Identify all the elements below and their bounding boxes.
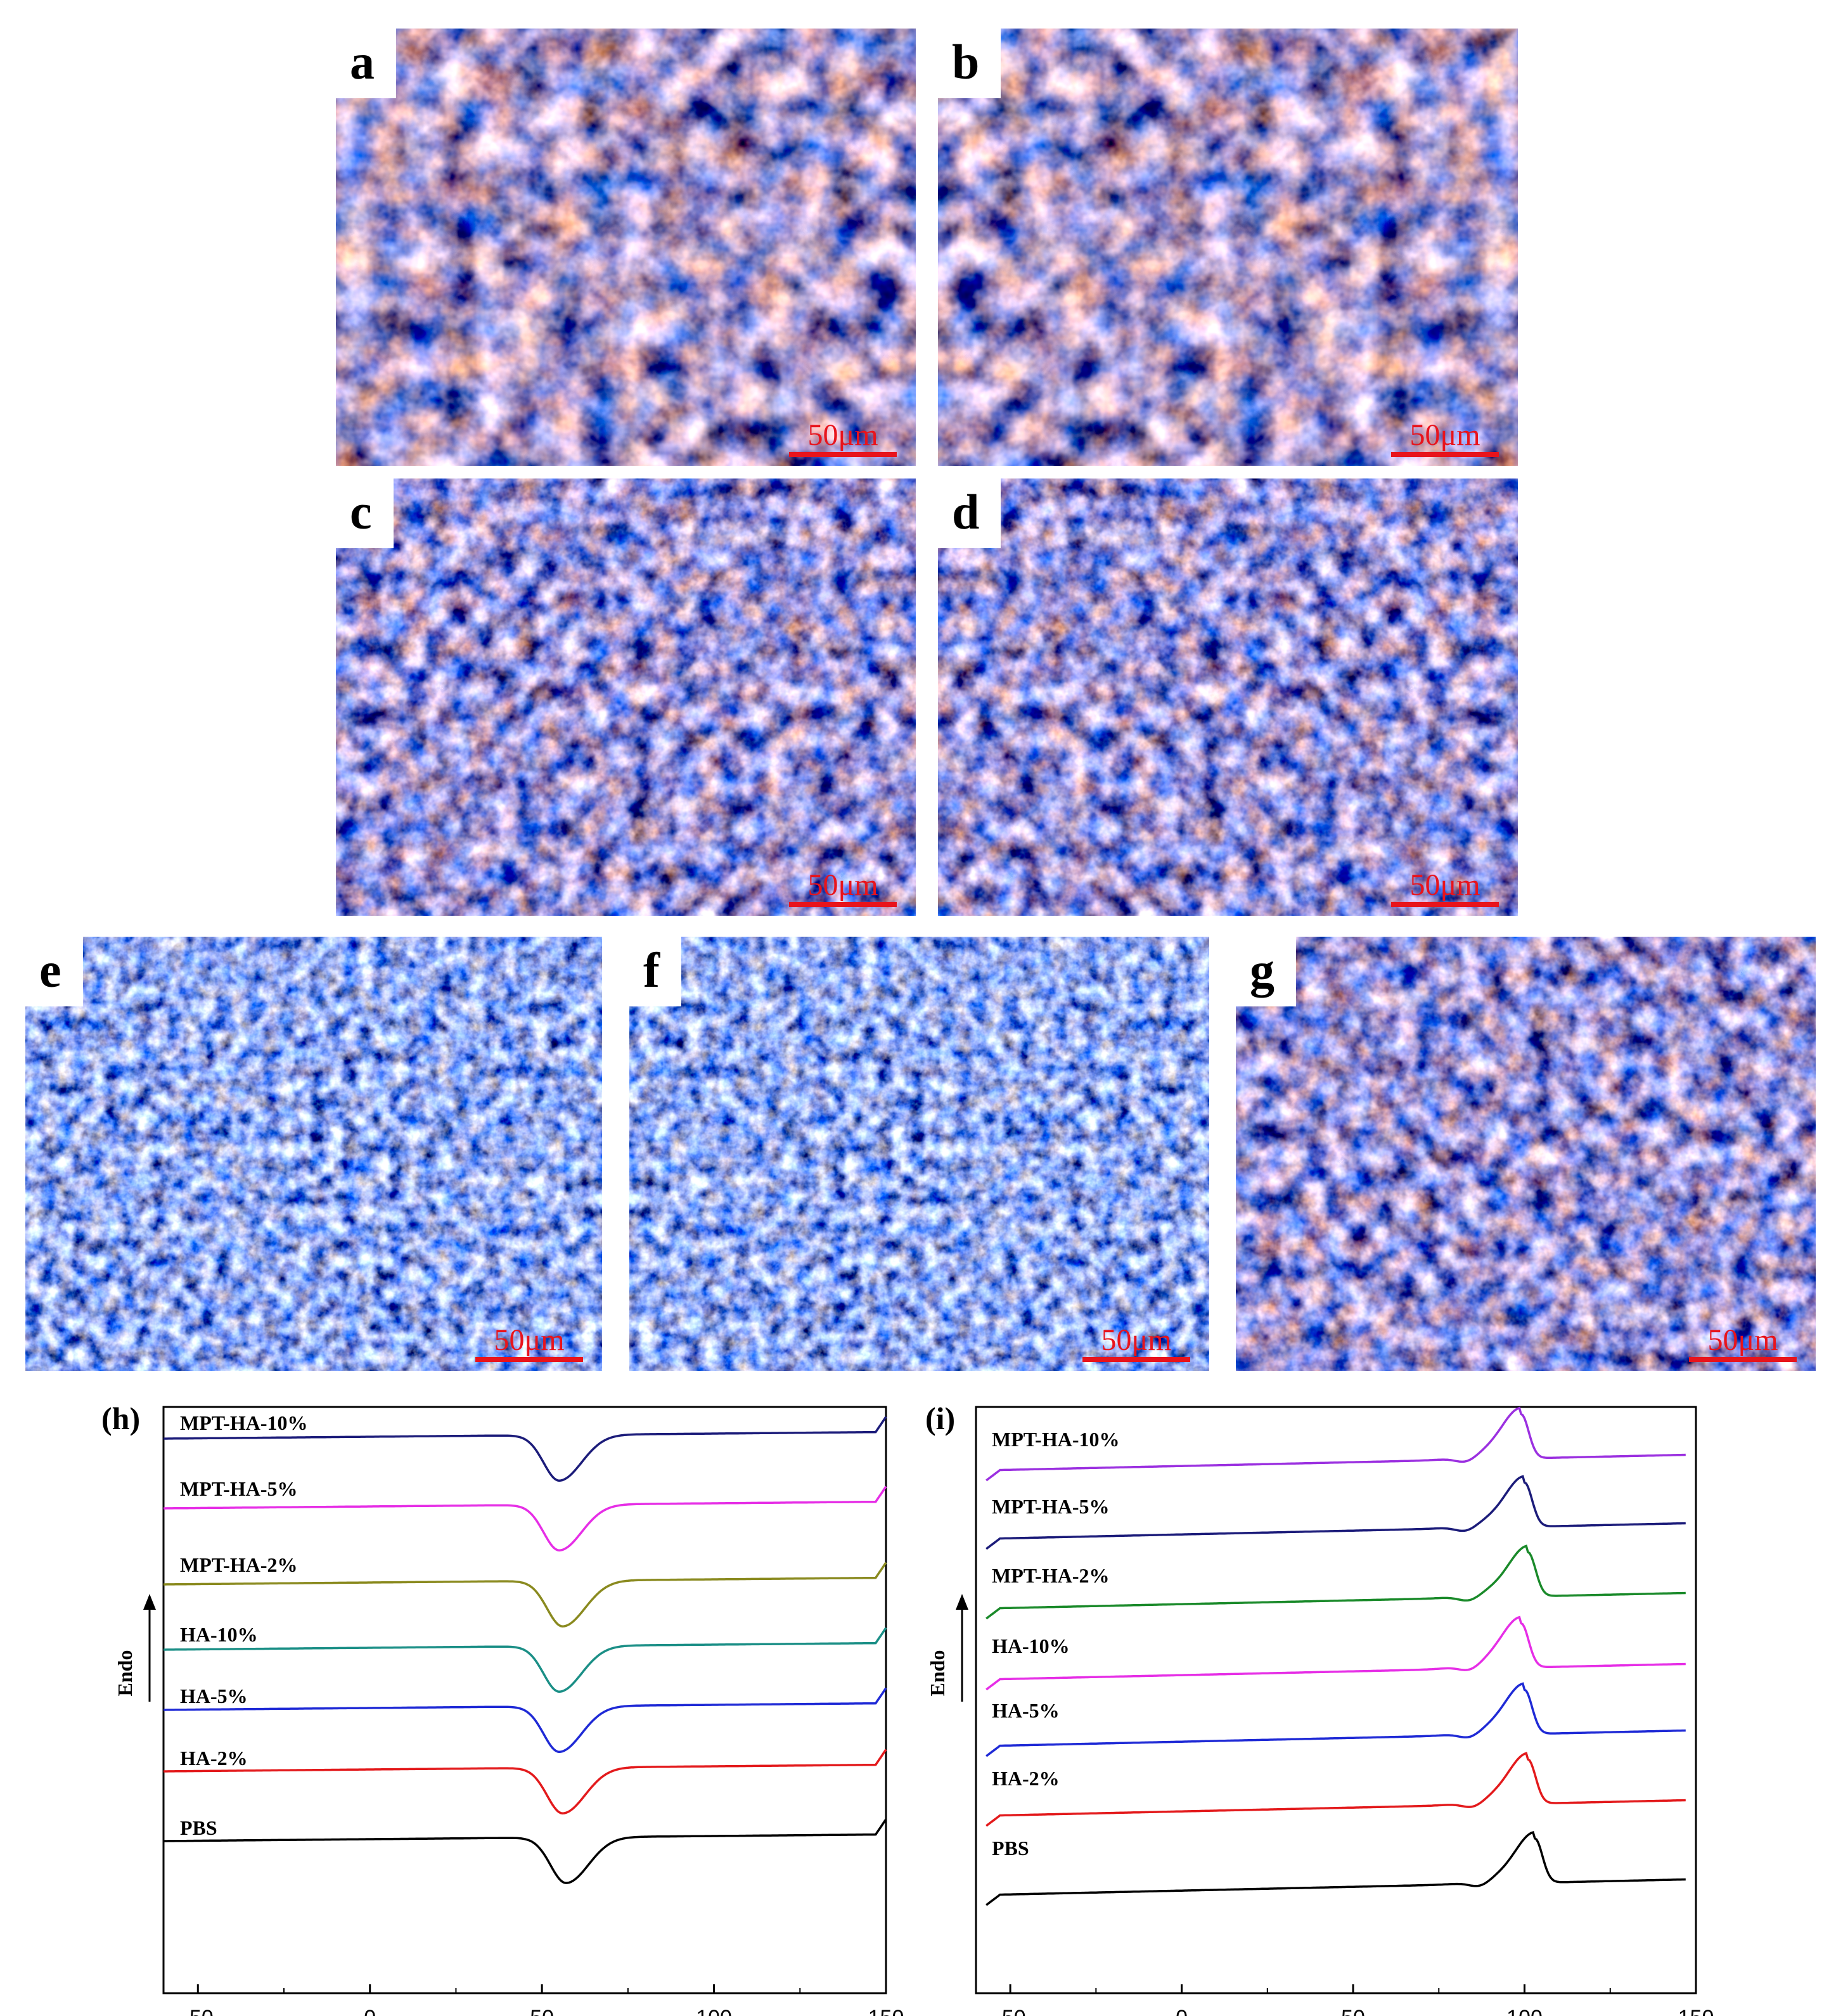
- dsc-curve: [164, 1627, 887, 1693]
- series-label: MPT-HA-5%: [180, 1477, 297, 1500]
- scale-bar: 50μm: [1082, 1325, 1190, 1362]
- scale-bar-label: 50μm: [1707, 1323, 1778, 1357]
- plot-frame: [975, 1406, 1697, 1994]
- dsc-chart-i: -50050100150Temperature (°C)Endo(i)MPT-H…: [913, 1394, 1836, 2016]
- scale-bar: 50μm: [1689, 1325, 1797, 1362]
- scale-bar-label: 50μm: [1409, 868, 1480, 902]
- micrograph-f: f 50μm: [629, 937, 1209, 1371]
- scale-bar-label: 50μm: [494, 1323, 565, 1357]
- panel-label: f: [629, 937, 681, 1006]
- series-label: MPT-HA-2%: [180, 1553, 297, 1576]
- x-tick-label: 0: [364, 2006, 376, 2016]
- y-axis-label: Endo: [926, 1650, 949, 1697]
- micrograph-d: d 50μm: [938, 478, 1518, 916]
- scale-bar: 50μm: [789, 870, 897, 907]
- x-tick-label: 150: [868, 2006, 904, 2016]
- x-tick-label: 100: [1506, 2006, 1543, 2016]
- panel-label: g: [1236, 937, 1296, 1006]
- x-tick-label: 150: [1678, 2006, 1714, 2016]
- panel-label: a: [336, 29, 396, 98]
- x-tick-label: 50: [530, 2006, 554, 2016]
- scale-bar-label: 50μm: [1101, 1323, 1172, 1357]
- scale-bar-line: [1082, 1357, 1190, 1362]
- series-label: PBS: [992, 1837, 1029, 1859]
- panel-label: e: [25, 937, 83, 1006]
- series-label: HA-2%: [992, 1767, 1060, 1790]
- scale-bar: 50μm: [1391, 420, 1499, 457]
- micrograph-g: g 50μm: [1236, 937, 1816, 1371]
- micrograph-c: c 50μm: [336, 478, 916, 916]
- micrograph-texture: [336, 478, 916, 916]
- dsc-curve: [985, 1544, 1686, 1620]
- micrograph-texture: [1236, 937, 1816, 1371]
- scale-bar: 50μm: [1391, 870, 1499, 907]
- scale-bar-line: [789, 452, 897, 457]
- series-label: HA-5%: [180, 1685, 248, 1707]
- dsc-curve: [985, 1682, 1686, 1757]
- scale-bar-line: [475, 1357, 583, 1362]
- series-label: PBS: [180, 1816, 217, 1839]
- series-label: HA-5%: [992, 1699, 1060, 1722]
- scale-bar-line: [1689, 1357, 1797, 1362]
- dsc-chart-i-svg: -50050100150Temperature (°C)Endo(i)MPT-H…: [925, 1401, 1714, 2016]
- series-label: MPT-HA-5%: [992, 1495, 1109, 1518]
- dsc-curve: [985, 1830, 1686, 1906]
- micrograph-e: e 50μm: [25, 937, 602, 1371]
- dsc-curve: [164, 1749, 887, 1814]
- scale-bar-label: 50μm: [1409, 418, 1480, 452]
- dsc-curve: [985, 1615, 1686, 1691]
- x-tick-label: 50: [1341, 2006, 1365, 2016]
- micrograph-texture: [25, 937, 602, 1371]
- micrograph-texture: [938, 29, 1518, 466]
- dsc-chart-h-svg: -50050100150Temperature (°C)Endo(h)MPT-H…: [101, 1401, 904, 2016]
- scale-bar: 50μm: [789, 420, 897, 457]
- dsc-curve: [985, 1475, 1686, 1550]
- dsc-chart-h: -50050100150Temperature (°C)Endo(h)MPT-H…: [0, 1394, 913, 2016]
- chart-panel-label: (h): [101, 1401, 140, 1436]
- series-label: MPT-HA-2%: [992, 1564, 1109, 1587]
- series-label: HA-10%: [180, 1623, 258, 1646]
- dsc-curve: [164, 1562, 887, 1628]
- endo-arrow-head: [956, 1594, 968, 1610]
- series-label: HA-2%: [180, 1747, 248, 1769]
- scale-bar-line: [789, 902, 897, 907]
- plot-frame: [162, 1406, 887, 1994]
- scale-bar-line: [1391, 452, 1499, 457]
- dsc-curve: [164, 1416, 887, 1482]
- scale-bar: 50μm: [475, 1325, 583, 1362]
- x-tick-label: -50: [995, 2006, 1026, 2016]
- dsc-curve: [985, 1406, 1686, 1482]
- dsc-curve: [985, 1752, 1686, 1827]
- series-label: HA-10%: [992, 1634, 1070, 1657]
- micrograph-texture: [336, 29, 916, 466]
- scale-bar-label: 50μm: [807, 868, 878, 902]
- endo-arrow-head: [143, 1594, 156, 1610]
- x-tick-label: 0: [1176, 2006, 1188, 2016]
- micrograph-a: a 50μm: [336, 29, 916, 466]
- micrograph-texture: [938, 478, 1518, 916]
- scale-bar-line: [1391, 902, 1499, 907]
- x-tick-label: -50: [183, 2006, 214, 2016]
- dsc-curve: [164, 1687, 887, 1754]
- series-label: MPT-HA-10%: [992, 1428, 1119, 1451]
- scale-bar-label: 50μm: [807, 418, 878, 452]
- y-axis-label: Endo: [113, 1650, 136, 1697]
- panel-label: c: [336, 478, 394, 548]
- x-tick-label: 100: [696, 2006, 732, 2016]
- chart-panel-label: (i): [925, 1401, 955, 1436]
- series-label: MPT-HA-10%: [180, 1411, 307, 1434]
- panel-label: d: [938, 478, 1001, 548]
- micrograph-texture: [629, 937, 1209, 1371]
- panel-label: b: [938, 29, 1001, 98]
- dsc-curve: [164, 1818, 887, 1884]
- dsc-curve: [164, 1486, 887, 1552]
- micrograph-b: b 50μm: [938, 29, 1518, 466]
